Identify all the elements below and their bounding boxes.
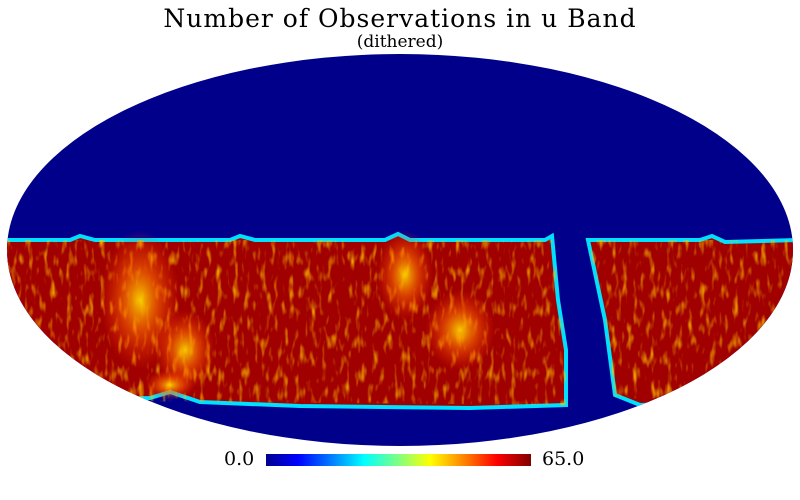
colorbar bbox=[266, 454, 531, 466]
colorbar-max-label: 65.0 bbox=[542, 448, 585, 470]
hotspot bbox=[377, 230, 433, 320]
map-title: Number of Observations in u Band bbox=[163, 4, 637, 33]
hotspot bbox=[145, 370, 195, 400]
hotspot bbox=[425, 290, 495, 370]
map-subtitle: (dithered) bbox=[356, 32, 444, 52]
colorbar-min-label: 0.0 bbox=[224, 448, 255, 470]
